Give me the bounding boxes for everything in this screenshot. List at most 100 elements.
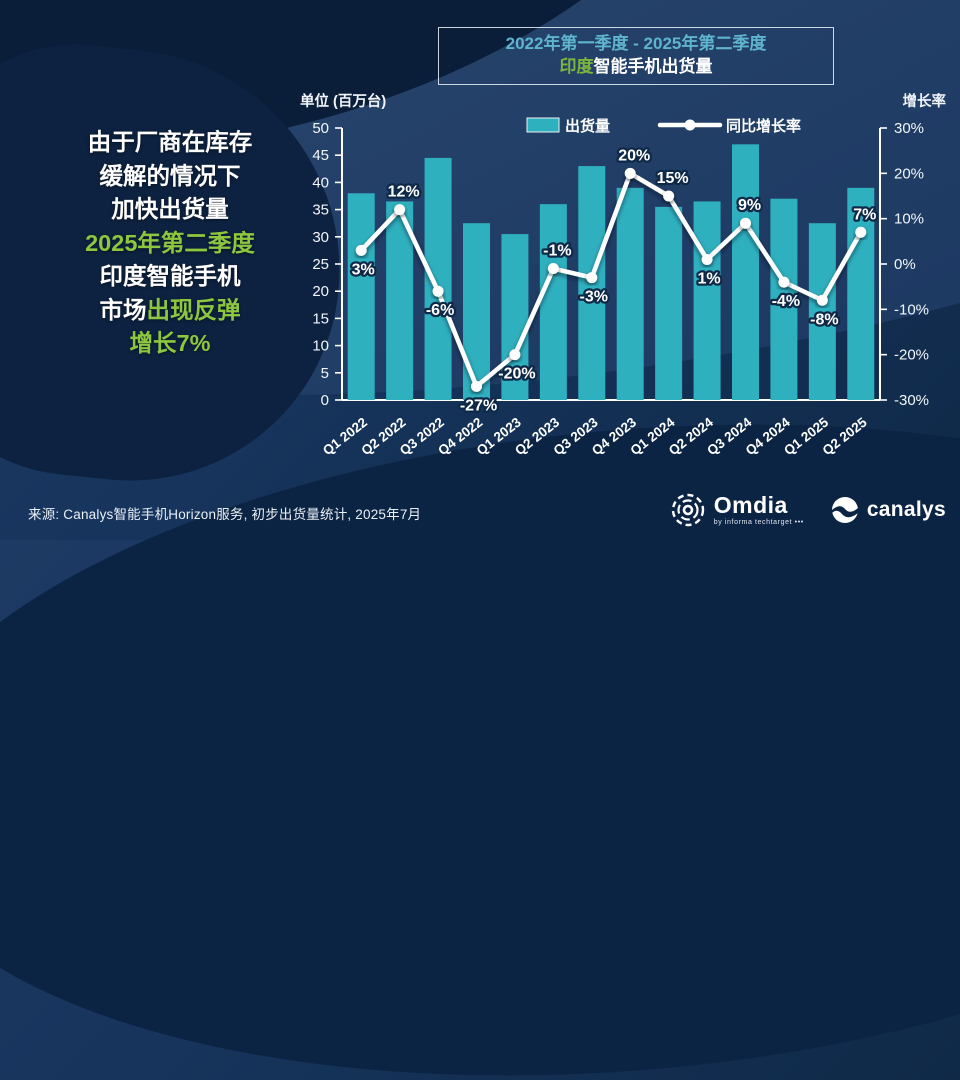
key-message-text: 缓解的情况下 [99, 162, 241, 189]
growth-point [355, 244, 367, 256]
growth-point-label: -8% [810, 311, 838, 328]
growth-point [432, 285, 444, 297]
growth-point-label: 3% [352, 261, 375, 278]
key-message-text: 由于厂商在库存 [87, 129, 253, 155]
chart-title-country: 印度 [559, 57, 594, 76]
canalys-icon [831, 497, 858, 523]
key-message-text: 加快出货量 [111, 196, 229, 222]
omdia-name: Omdia [713, 492, 788, 518]
brand-logos: Omdia by informa techtarget ••• canalys [670, 492, 946, 528]
omdia-text: Omdia by informa techtarget ••• [713, 492, 804, 527]
growth-point-label: -1% [543, 243, 571, 260]
shipment-bar [347, 193, 375, 400]
chart-area: 单位 (百万台) 增长率出货量 同比增长率 0 5 10 15 20 25 30 35 40 45 50 -… [292, 88, 960, 505]
right-axis-tick-label: 10% [894, 211, 924, 228]
growth-point-label: 9% [738, 197, 761, 214]
chart-title-period: 2022年第一季度 - 2025年第二季度 [505, 34, 767, 54]
key-message-highlight: 2025年第二季度 [85, 229, 255, 256]
shipment-bar [770, 198, 798, 400]
shipment-bar [616, 187, 644, 400]
left-axis-tick-label: 25 [312, 256, 329, 273]
left-axis-tick-label: 50 [312, 120, 329, 137]
omdia-icon [671, 493, 704, 527]
growth-point-label: 12% [388, 184, 420, 201]
left-axis-tick-label: 30 [312, 229, 329, 246]
shipment-bar [655, 206, 683, 400]
growth-point [701, 253, 713, 265]
left-axis-tick-label: 5 [321, 365, 329, 382]
shipment-bar [539, 204, 567, 400]
right-axis-tick-label: -20% [894, 347, 929, 364]
left-axis-tick-label: 0 [321, 392, 329, 409]
key-message-line: 由于厂商在库存 [28, 126, 312, 160]
key-message-panel: 由于厂商在库存 缓解的情况下 加快出货量 2025年第二季度 印度智能手机 市场出现反弹增… [28, 126, 312, 361]
growth-point [394, 204, 406, 216]
growth-point [547, 263, 559, 275]
shipment-bar [847, 187, 875, 400]
growth-point [586, 272, 598, 284]
left-axis-tick-label: 10 [312, 338, 329, 355]
shipment-bar [732, 144, 759, 400]
left-axis-tick-label: 45 [312, 147, 329, 164]
canalys-logo: canalys [830, 495, 946, 525]
growth-point-label: -3% [580, 289, 608, 306]
key-message-line: 缓解的情况下 [28, 160, 312, 194]
left-axis-tick-label: 15 [312, 310, 329, 327]
key-message-text: 市场 [99, 296, 147, 323]
key-message-line: 2025年第二季度 [28, 227, 312, 261]
left-axis-tick-label: 35 [312, 202, 329, 219]
growth-point-label: 1% [698, 270, 721, 287]
growth-point [778, 276, 790, 288]
right-axis-tick-label: -10% [894, 301, 929, 318]
growth-point-label: -20% [498, 366, 535, 383]
growth-line [358, 171, 864, 389]
shipment-bar [463, 223, 490, 400]
shipment-bar [808, 223, 836, 400]
right-axis-tick-label: 30% [894, 120, 924, 137]
key-message-line: 市场出现反弹 [28, 294, 312, 328]
shipment-bar [693, 201, 721, 400]
growth-point [740, 217, 751, 229]
right-axis-tick-label: 0% [894, 256, 916, 273]
left-axis-tick-label: 20 [312, 283, 329, 300]
key-message-highlight: 出现反弹 [146, 296, 241, 323]
legend-bar-swatch [526, 117, 560, 133]
key-message-line: 增长7% [28, 327, 312, 361]
growth-point-label: 15% [657, 170, 689, 187]
legend-line-marker [684, 119, 696, 131]
right-axis-tick-label: -30% [894, 392, 929, 409]
growth-point-label: -6% [426, 302, 454, 319]
left-axis-tick-label: 40 [312, 174, 329, 191]
key-message-text: 印度智能手机 [99, 263, 241, 289]
growth-point [663, 190, 675, 202]
growth-point-label: 7% [853, 206, 876, 223]
chart-title-box: 2022年第一季度 - 2025年第二季度 印度智能手机出货量 [438, 27, 834, 85]
left-axis-title: 单位 (百万台) [300, 92, 386, 110]
shipment-bar [424, 157, 452, 400]
growth-point [471, 380, 482, 392]
key-message-highlight: 增长7% [129, 330, 211, 356]
growth-point [624, 167, 636, 179]
right-axis-tick-label: 20% [894, 165, 924, 182]
canalys-name: canalys [866, 498, 946, 521]
growth-point-label: 20% [618, 147, 650, 164]
chart-title-rest: 智能手机出货量 [593, 57, 713, 76]
chart-title-subject: 印度智能手机出货量 [560, 56, 713, 79]
omdia-subtitle: by informa techtarget ••• [713, 519, 804, 526]
key-message-line: 加快出货量 [28, 193, 312, 227]
growth-point [816, 294, 828, 306]
omdia-logo: Omdia by informa techtarget ••• [670, 492, 804, 528]
legend-bar-label: 出货量 [565, 117, 610, 135]
shipment-bar [386, 201, 414, 400]
x-axis-category-label: Q2 2025 [820, 414, 870, 458]
growth-point [509, 349, 521, 361]
growth-point [855, 226, 867, 238]
shipment-bar [501, 234, 529, 400]
legend-line-label: 同比增长率 [726, 117, 801, 135]
right-axis-title: 增长率 [903, 92, 947, 110]
growth-point-label: -4% [772, 293, 800, 310]
growth-point-label: -27% [460, 397, 497, 414]
key-message-line: 印度智能手机 [28, 260, 312, 294]
source-note: 来源: Canalys智能手机Horizon服务, 初步出货量统计, 2025年… [28, 507, 422, 522]
